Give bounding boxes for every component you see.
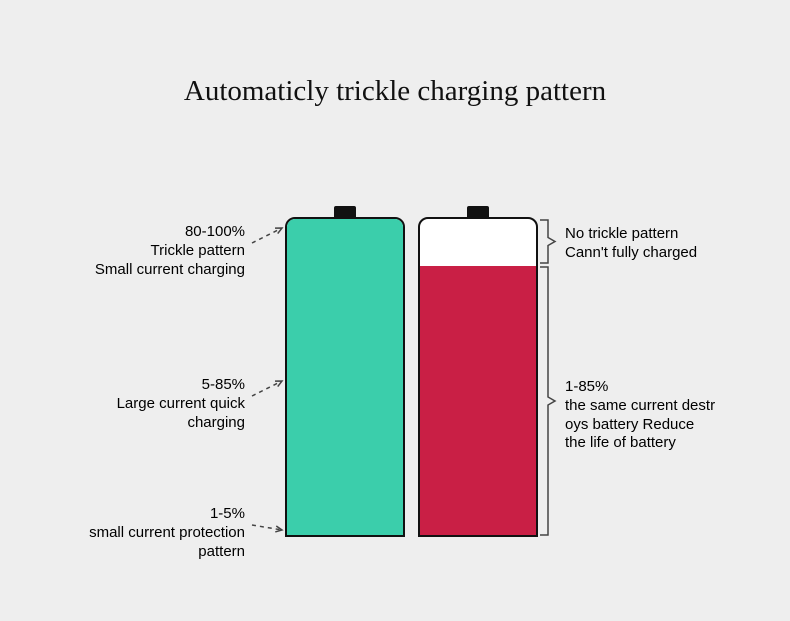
bracket-r2 (0, 0, 790, 621)
